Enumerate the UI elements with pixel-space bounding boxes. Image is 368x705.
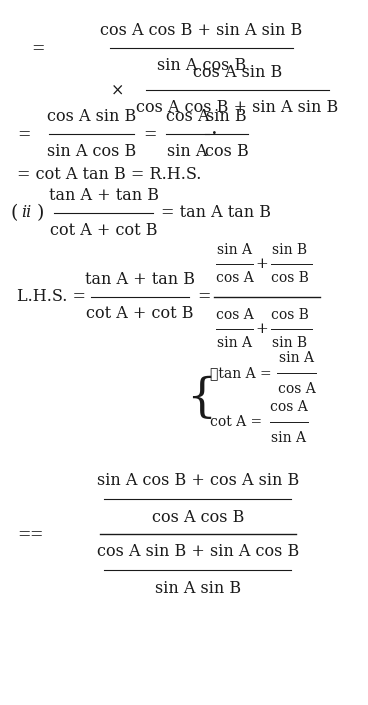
Text: sin A: sin A bbox=[271, 431, 306, 446]
Text: =: = bbox=[197, 288, 211, 305]
Text: cos A: cos A bbox=[270, 400, 308, 414]
Text: = tan A tan B: = tan A tan B bbox=[161, 204, 271, 221]
Text: sin A: sin A bbox=[279, 350, 314, 364]
Text: ii: ii bbox=[21, 204, 31, 221]
Text: tan A + tan B: tan A + tan B bbox=[49, 187, 159, 204]
Text: cos A sin B: cos A sin B bbox=[193, 64, 282, 81]
Text: =: = bbox=[17, 125, 31, 143]
Text: cos A cos B: cos A cos B bbox=[152, 508, 244, 525]
Text: cos B: cos B bbox=[205, 143, 249, 160]
Text: cos B: cos B bbox=[270, 308, 308, 322]
Text: =: = bbox=[144, 125, 157, 143]
Text: sin B: sin B bbox=[206, 109, 247, 125]
Text: cos A: cos A bbox=[166, 109, 209, 125]
Text: cot A + cot B: cot A + cot B bbox=[86, 305, 194, 322]
Text: cot A =: cot A = bbox=[210, 415, 262, 429]
Text: ×: × bbox=[111, 82, 124, 99]
Text: sin B: sin B bbox=[272, 336, 307, 350]
Text: cot A + cot B: cot A + cot B bbox=[50, 221, 158, 238]
Text: sin A: sin A bbox=[217, 336, 252, 350]
Text: =: = bbox=[29, 526, 42, 543]
Text: cos A sin B + sin A cos B: cos A sin B + sin A cos B bbox=[97, 543, 299, 560]
Text: ·: · bbox=[211, 123, 218, 145]
Text: {: { bbox=[186, 375, 216, 421]
Text: cos A: cos A bbox=[278, 382, 315, 396]
Text: =: = bbox=[32, 39, 45, 56]
Text: ∴tan A =: ∴tan A = bbox=[210, 367, 272, 381]
Text: L.H.S. =: L.H.S. = bbox=[17, 288, 86, 305]
Text: sin A sin B: sin A sin B bbox=[155, 580, 241, 597]
Text: (: ( bbox=[10, 204, 17, 221]
Text: sin A cos B + cos A sin B: sin A cos B + cos A sin B bbox=[97, 472, 299, 489]
Text: cos A cos B + sin A sin B: cos A cos B + sin A sin B bbox=[100, 23, 302, 39]
Text: +: + bbox=[256, 257, 268, 271]
Text: ): ) bbox=[37, 204, 45, 221]
Text: sin B: sin B bbox=[272, 243, 307, 257]
Text: sin A: sin A bbox=[217, 243, 252, 257]
Text: = cot A tan B = R.H.S.: = cot A tan B = R.H.S. bbox=[17, 166, 202, 183]
Text: tan A + tan B: tan A + tan B bbox=[85, 271, 195, 288]
Text: sin A: sin A bbox=[167, 143, 208, 160]
Text: +: + bbox=[256, 322, 268, 336]
Text: cos A: cos A bbox=[216, 308, 254, 322]
Text: cos A: cos A bbox=[216, 271, 254, 285]
Text: cos A sin B: cos A sin B bbox=[47, 109, 136, 125]
Text: cos B: cos B bbox=[270, 271, 308, 285]
Text: sin A cos B: sin A cos B bbox=[47, 143, 136, 160]
Text: cos A cos B + sin A sin B: cos A cos B + sin A sin B bbox=[137, 99, 339, 116]
Text: =: = bbox=[17, 526, 31, 543]
Text: sin A cos B: sin A cos B bbox=[157, 57, 246, 74]
